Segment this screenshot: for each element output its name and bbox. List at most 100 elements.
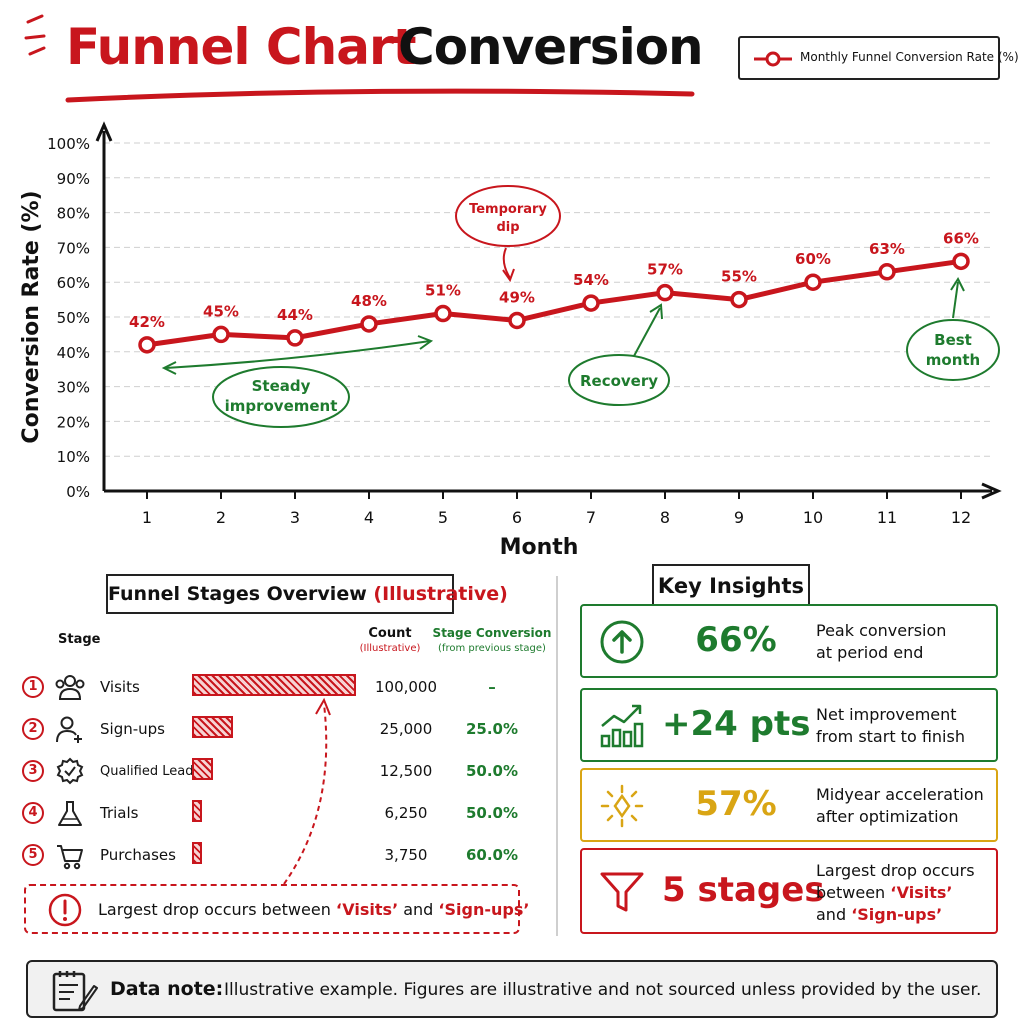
y-tick-label: 50% [57, 309, 90, 327]
stage-count: 25,000 [379, 720, 433, 738]
insight-line-part: between [816, 883, 891, 902]
col-header-stage: Stage [58, 632, 101, 647]
col-header-count: Count [368, 626, 412, 641]
y-tick-label: 10% [57, 448, 90, 466]
stage-conversion: – [488, 678, 496, 696]
insight-card-improvement: +24 pts Net improvement from start to fi… [580, 688, 998, 762]
data-label: 49% [499, 288, 535, 306]
insight-line: at period end [816, 643, 924, 662]
stage-label: Qualified Leads [100, 764, 201, 779]
x-tick-label: 11 [877, 508, 897, 527]
drop-text-visits: ‘Visits’ [335, 900, 399, 919]
largest-drop-text: Largest drop occurs between ‘Visits’ and… [98, 900, 529, 919]
annotation-text: Best [934, 331, 972, 349]
funnel-stage-row: 4 Trials 6,250 50.0% [22, 796, 542, 836]
alert-icon [48, 893, 82, 927]
drop-text-signups: ‘Sign-ups’ [438, 900, 530, 919]
notepad-icon [52, 971, 98, 1012]
recovery-arrow [633, 307, 661, 357]
lightbulb-icon [600, 784, 644, 828]
y-tick-label: 30% [57, 379, 90, 397]
annotation-text: Recovery [580, 372, 658, 390]
data-label: 51% [425, 282, 461, 300]
funnel-stage-row: 2 Sign-ups 25,000 25.0% [22, 712, 542, 752]
funnel-icon [600, 872, 644, 912]
steady-arrow [165, 340, 431, 369]
insights-title: Key Insights [652, 564, 810, 608]
badge-check-icon [56, 757, 84, 785]
insight-value: 57% [695, 784, 777, 824]
stage-number: 1 [22, 676, 44, 698]
best-arrow [952, 281, 959, 319]
data-point [582, 294, 600, 312]
dip-arrow [502, 247, 511, 279]
data-note-label: Data note: [110, 978, 224, 1000]
insight-description: Midyear acceleration after optimization [816, 784, 996, 828]
insight-line: and ‘Sign-ups’ [816, 904, 996, 926]
insight-description: Peak conversion at period end [816, 620, 996, 664]
data-label: 48% [351, 292, 387, 310]
data-point [656, 283, 674, 302]
title-underline [65, 88, 695, 103]
stage-count: 12,500 [379, 762, 433, 780]
stage-label: Visits [100, 678, 140, 696]
data-label: 42% [129, 313, 165, 331]
stage-count: 3,750 [384, 846, 428, 864]
dip-bubble [455, 185, 561, 247]
best-bubble [906, 319, 1000, 381]
y-tick-label: 70% [57, 239, 90, 257]
stage-conversion: 50.0% [465, 804, 519, 822]
data-point [952, 252, 970, 271]
y-tick-label: 60% [57, 274, 90, 292]
recovery-arrowhead [649, 303, 663, 320]
stage-bar [192, 674, 356, 696]
series-line [146, 258, 962, 348]
stage-bar [192, 800, 203, 822]
insight-value: 5 stages [662, 870, 825, 910]
line-chart: 0%10%20%30%40%50%60%70%80%90%100%1 2 3 4 5 6 7… [19, 121, 1002, 560]
data-label: 54% [573, 271, 609, 289]
best-arrowhead [950, 276, 965, 292]
x-tick-label: 3 [290, 508, 300, 527]
data-label: 55% [721, 268, 757, 286]
funnel-panel-title: Funnel Stages Overview (Illustrative) [106, 574, 508, 614]
insight-line: after optimization [816, 807, 959, 826]
annotation-text: dip [496, 220, 519, 235]
insight-value: +24 pts [662, 704, 811, 744]
data-note-text: Illustrative example. Figures are illust… [224, 980, 982, 1000]
insight-line-highlight: ‘Sign-ups’ [851, 905, 943, 924]
x-tick-label: 2 [216, 508, 226, 527]
data-label: 63% [869, 240, 905, 258]
stage-number: 4 [22, 802, 44, 824]
add-user-icon [56, 716, 82, 743]
largest-drop-callout: Largest drop occurs between ‘Visits’ and… [24, 884, 529, 934]
stage-conversion: 25.0% [465, 720, 519, 738]
x-tick-label: 7 [586, 508, 596, 527]
data-label: 60% [795, 250, 831, 268]
y-tick-label: 20% [57, 413, 90, 431]
annotation-text: Steady [252, 377, 311, 395]
x-tick-label: 12 [951, 508, 971, 527]
data-point [212, 325, 230, 344]
arrow-up-circle-icon [600, 620, 644, 664]
insight-line: from start to finish [816, 727, 965, 746]
insight-line: between ‘Visits’ [816, 882, 996, 904]
data-point [138, 336, 156, 354]
funnel-stage-row: 5 Purchases 3,750 60.0% [22, 838, 542, 878]
insight-description: Largest drop occurs between ‘Visits’ and… [816, 860, 996, 926]
recovery-bubble [568, 354, 670, 406]
stage-label: Purchases [100, 846, 176, 864]
insight-line-part: and [816, 905, 852, 924]
annotation-text: Temporary [469, 202, 547, 217]
col-header-conversion: Stage Conversion [432, 626, 552, 640]
insight-card-peak: 66% Peak conversion at period end [580, 604, 998, 678]
steady-arrowhead-right [417, 335, 434, 350]
x-tick-label: 1 [142, 508, 152, 527]
stage-bar [192, 758, 213, 780]
y-tick-label: 40% [57, 344, 90, 362]
stage-bar [192, 716, 233, 738]
emphasis-marks-icon [24, 14, 46, 56]
stage-number: 3 [22, 760, 44, 782]
funnel-stage-row: 3 Qualified Leads 12,500 50.0% [22, 754, 542, 794]
funnel-title-suffix: (Illustrative) [373, 583, 508, 605]
